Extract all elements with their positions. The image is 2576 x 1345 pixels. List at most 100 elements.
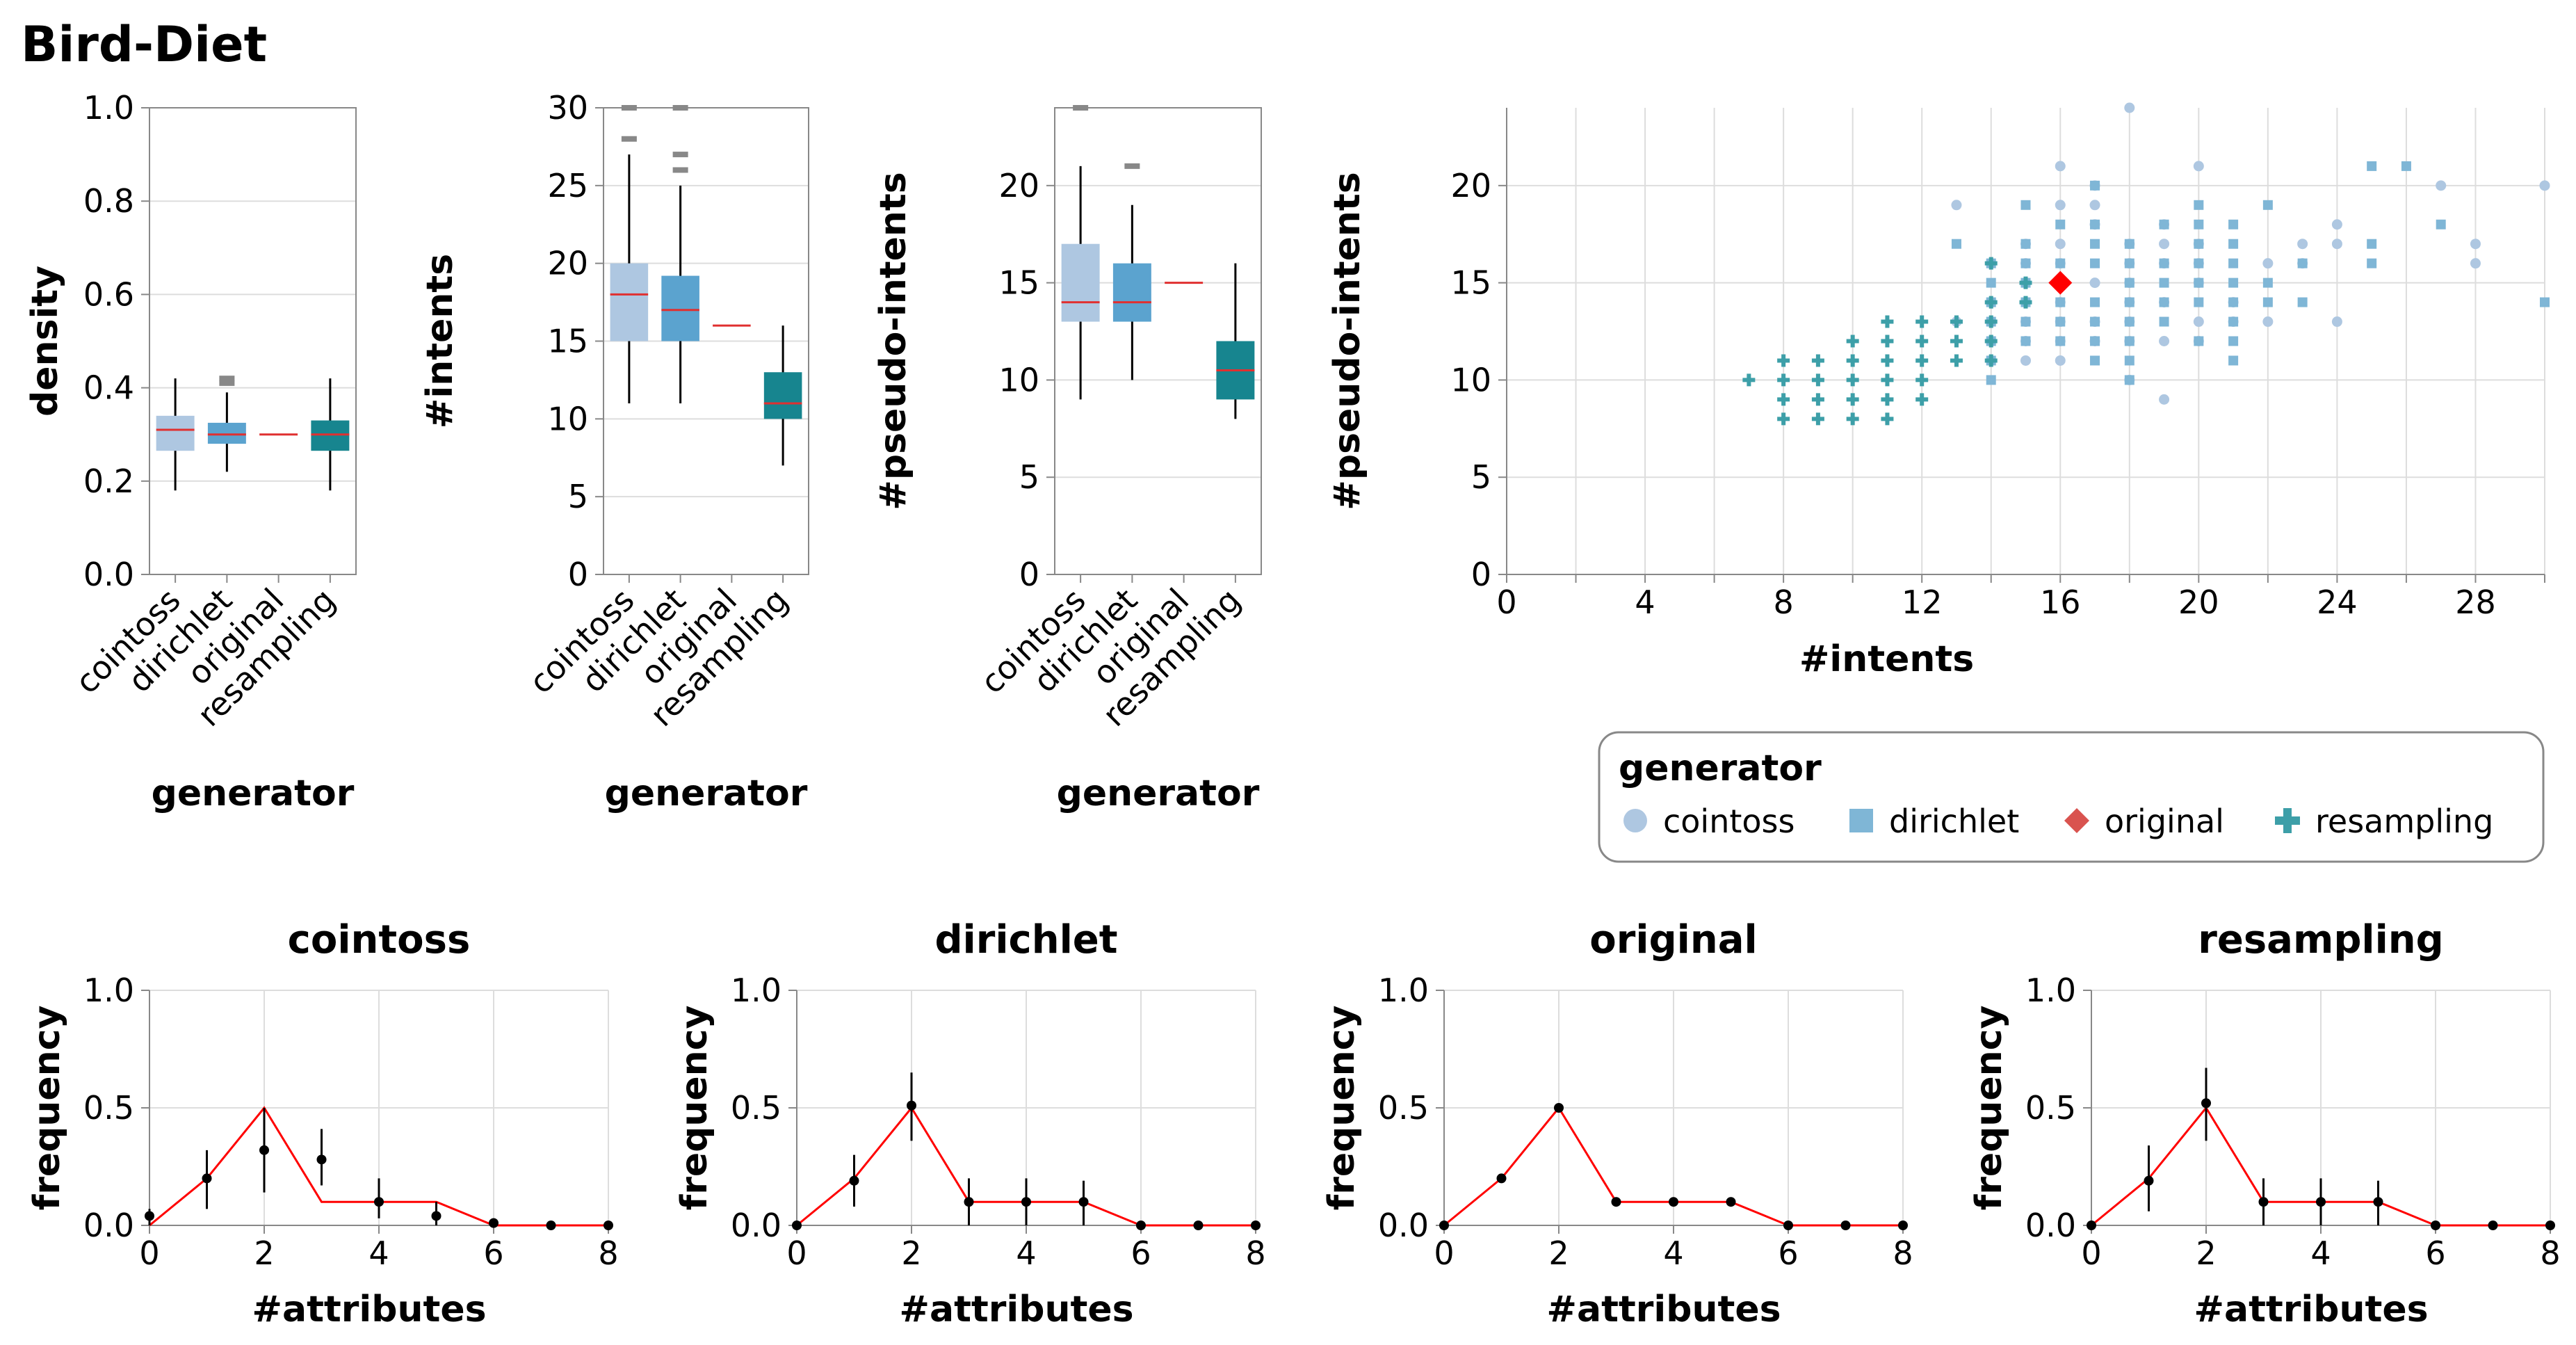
resampling-frequency-chart: 0 2 4 6 8 0.0 0.5 1.0 resampling #attributes frequ…	[1968, 917, 2561, 1330]
resampling-point	[1950, 335, 1963, 348]
dirichlet-outlier	[672, 105, 688, 111]
mean-frequency-point	[1021, 1197, 1031, 1207]
dirichlet-point	[2090, 336, 2100, 346]
dirichlet-point	[2055, 316, 2066, 327]
mean-frequency-point	[2316, 1197, 2326, 1207]
dirichlet-outlier	[219, 376, 235, 382]
dirichlet-point	[2262, 297, 2273, 307]
x-tick-label: 4	[1016, 1234, 1036, 1272]
legend-label-cointoss: cointoss	[1663, 803, 1795, 840]
resampling-point	[1811, 373, 1824, 387]
dirichlet-point	[2020, 200, 2031, 210]
cointoss-point	[2124, 102, 2135, 113]
x-axis-title: #attributes	[1546, 1289, 1781, 1330]
mean-frequency-point	[1078, 1197, 1089, 1207]
y-tick-label: 0.8	[83, 182, 134, 220]
mean-frequency-point	[1193, 1221, 1204, 1230]
y-tick-label: 5	[568, 478, 588, 515]
dirichlet-point	[2194, 239, 2204, 249]
y-tick-label: 20	[547, 245, 588, 282]
dirichlet-point	[2297, 258, 2308, 268]
dirichlet-point	[2090, 258, 2100, 268]
cointoss-point	[1951, 200, 1962, 211]
plot-frame	[1054, 107, 1262, 575]
resampling-point	[1984, 335, 1998, 348]
dirichlet-point	[2020, 336, 2031, 346]
y-tick-label: 0.5	[731, 1089, 781, 1127]
x-tick-label: 28	[2455, 583, 2496, 621]
resampling-point	[1881, 412, 1894, 426]
mean-frequency-point	[431, 1211, 442, 1221]
dirichlet-point	[2159, 277, 2169, 288]
y-tick-label: 1.0	[731, 972, 781, 1009]
y-axis-title: frequency	[1968, 1006, 2010, 1211]
resampling-point	[1881, 335, 1894, 348]
y-tick-label: 0.5	[1378, 1089, 1429, 1127]
dirichlet-box	[207, 422, 246, 444]
cointoss-point	[2297, 239, 2308, 250]
x-tick-label: 4	[1635, 583, 1655, 621]
resampling-point	[1915, 393, 1929, 406]
dirichlet-point	[2020, 239, 2031, 249]
y-tick-label: 0.5	[2025, 1089, 2076, 1127]
dirichlet-point	[2194, 336, 2204, 346]
x-tick-label: 2	[254, 1234, 274, 1272]
legend-frame	[1598, 731, 2545, 863]
y-axis-title: frequency	[26, 1006, 68, 1211]
dirichlet-point	[2055, 336, 2066, 346]
dirichlet-point	[2228, 219, 2239, 229]
x-tick-label: 6	[1131, 1234, 1151, 1272]
resampling-point	[1915, 354, 1929, 367]
resampling-point	[1777, 354, 1790, 367]
dirichlet-point	[2228, 239, 2239, 249]
mean-frequency-point	[1251, 1221, 1261, 1230]
cointoss-point	[2055, 200, 2066, 211]
facet-title: dirichlet	[934, 917, 1117, 963]
mean-frequency-point	[2201, 1098, 2211, 1109]
facet-title: cointoss	[288, 917, 471, 963]
mean-frequency-point	[2144, 1175, 2154, 1186]
resampling-point	[1984, 296, 1998, 309]
dirichlet-point	[2124, 316, 2134, 327]
mean-frequency-point	[1783, 1221, 1793, 1230]
resampling-point	[1915, 373, 1929, 387]
y-tick-label: 20	[1450, 167, 1491, 204]
intents-vs-pseudo-intents-scatter: 0 5 10 15 20 0 4 8 12 16 20 24 28 #intents #pseudo-int…	[1327, 102, 2550, 680]
dirichlet-point	[2090, 180, 2100, 191]
mean-frequency-point	[2431, 1221, 2440, 1230]
dirichlet-point	[2194, 219, 2204, 229]
mean-frequency-point	[2258, 1197, 2269, 1207]
x-tick-label: 0	[1496, 583, 1516, 621]
resampling-point	[1777, 412, 1790, 426]
resampling-point	[1777, 373, 1790, 387]
mean-frequency-point	[1898, 1221, 1908, 1230]
legend-label-dirichlet: dirichlet	[1889, 803, 2019, 840]
x-tick-label: 8	[1245, 1234, 1265, 1272]
y-tick-label: 15	[547, 323, 588, 360]
x-tick-label: 4	[2310, 1234, 2331, 1272]
dirichlet-point	[2124, 239, 2134, 249]
resampling-point	[1950, 354, 1963, 367]
y-axis-title: #pseudo-intents	[1327, 172, 1368, 510]
resampling-point	[2019, 296, 2032, 309]
cointoss-point	[2020, 355, 2031, 366]
y-tick-label: 5	[1019, 458, 1039, 496]
resampling-point	[1984, 354, 1998, 367]
y-tick-label: 0	[1019, 556, 1039, 593]
cointoss-point	[2089, 277, 2100, 289]
y-axis-title: frequency	[1321, 1006, 1363, 1211]
dirichlet-point	[2228, 277, 2239, 288]
facet-title: original	[1589, 917, 1757, 963]
y-tick-label: 1.0	[2025, 972, 2076, 1009]
dirichlet-point	[1986, 375, 1996, 385]
mean-frequency-point	[907, 1100, 916, 1111]
y-tick-label: 0.4	[83, 369, 134, 407]
dirichlet-point	[2228, 258, 2239, 268]
resampling-point	[1984, 257, 1998, 270]
dirichlet-outlier	[672, 152, 688, 158]
dirichlet-point	[2367, 258, 2377, 268]
dirichlet-point	[2159, 258, 2169, 268]
dirichlet-outlier	[1124, 163, 1140, 169]
mean-frequency-point	[546, 1221, 556, 1230]
legend-square-symbol	[1849, 809, 1873, 832]
